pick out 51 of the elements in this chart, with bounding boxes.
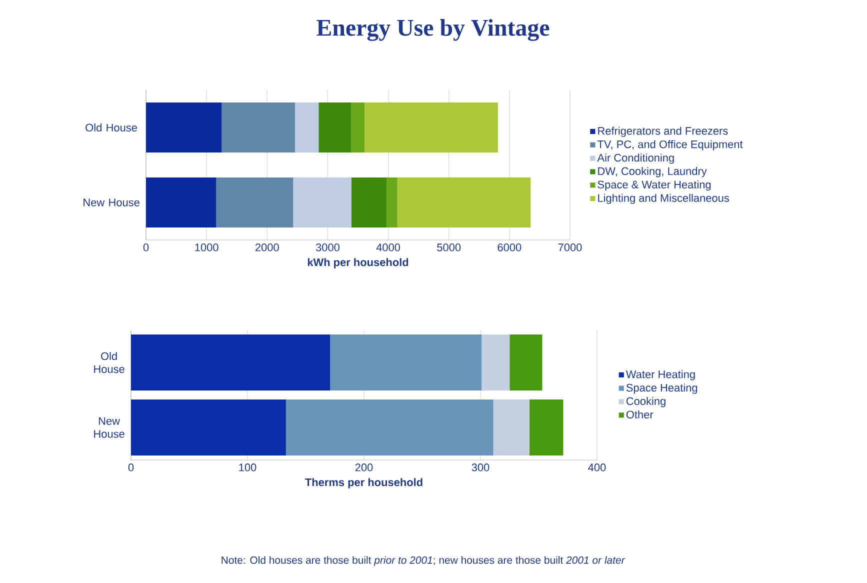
x-tick-label: 300 [472, 464, 490, 472]
legend-label: Water Heating [626, 370, 695, 380]
bar [222, 102, 296, 152]
bar [216, 177, 294, 228]
legend-label: Refrigerators and Freezers [598, 126, 728, 137]
legend-label: Cooking [626, 396, 666, 408]
x-tick-label: 6000 [498, 244, 522, 252]
x-tick-label: 1000 [195, 244, 218, 252]
bar [286, 400, 494, 456]
bar [397, 177, 531, 228]
legend-label: Air Conditioning [597, 154, 674, 164]
x-tick-label: 7000 [558, 244, 582, 252]
x-axis-title: Therms per household [305, 478, 422, 488]
bar [131, 334, 330, 390]
x-tick-label: 0 [143, 244, 149, 252]
x-tick-label: 200 [355, 464, 373, 472]
bar [293, 177, 352, 228]
bar [351, 177, 386, 228]
bar [386, 177, 398, 228]
y-tick-label: Old House [86, 123, 137, 132]
legend-label: Lighting and Miscellaneous [598, 194, 729, 204]
x-tick-label: 100 [239, 464, 256, 472]
bar [131, 400, 286, 456]
legend-label: DW, Cooking, Laundry [598, 166, 707, 178]
bar [318, 102, 352, 152]
y-tick-label: New House [94, 417, 124, 438]
bar [482, 334, 510, 390]
x-tick-label: 3000 [316, 244, 340, 252]
x-tick-label: 400 [588, 464, 606, 472]
bar [364, 102, 498, 152]
bar [330, 334, 482, 390]
x-tick-label: 4000 [376, 244, 400, 252]
bar [493, 400, 530, 456]
legend-label: Other [626, 410, 654, 418]
bar [351, 102, 365, 152]
bar [510, 334, 542, 390]
legend-label: Space Heating [626, 384, 698, 394]
bar [146, 102, 222, 152]
bar [529, 400, 564, 456]
text: Note: Old houses are those built prior to 2001; new houses are those built 2001 or later [222, 556, 626, 566]
y-tick-label: Old House [94, 352, 124, 373]
x-axis-title: kWh per household [308, 258, 408, 268]
x-tick-label: 2000 [256, 244, 279, 252]
chart-title: Energy Use by Vintage [316, 19, 550, 41]
y-tick-label: New House [84, 198, 140, 206]
x-tick-label: 0 [128, 464, 134, 472]
legend-label: TV, PC, and Office Equipment [597, 140, 743, 150]
x-tick-label: 5000 [437, 244, 461, 252]
legend-label: Space & Water Heating [598, 180, 711, 191]
bar [295, 102, 319, 152]
bar [146, 177, 216, 228]
